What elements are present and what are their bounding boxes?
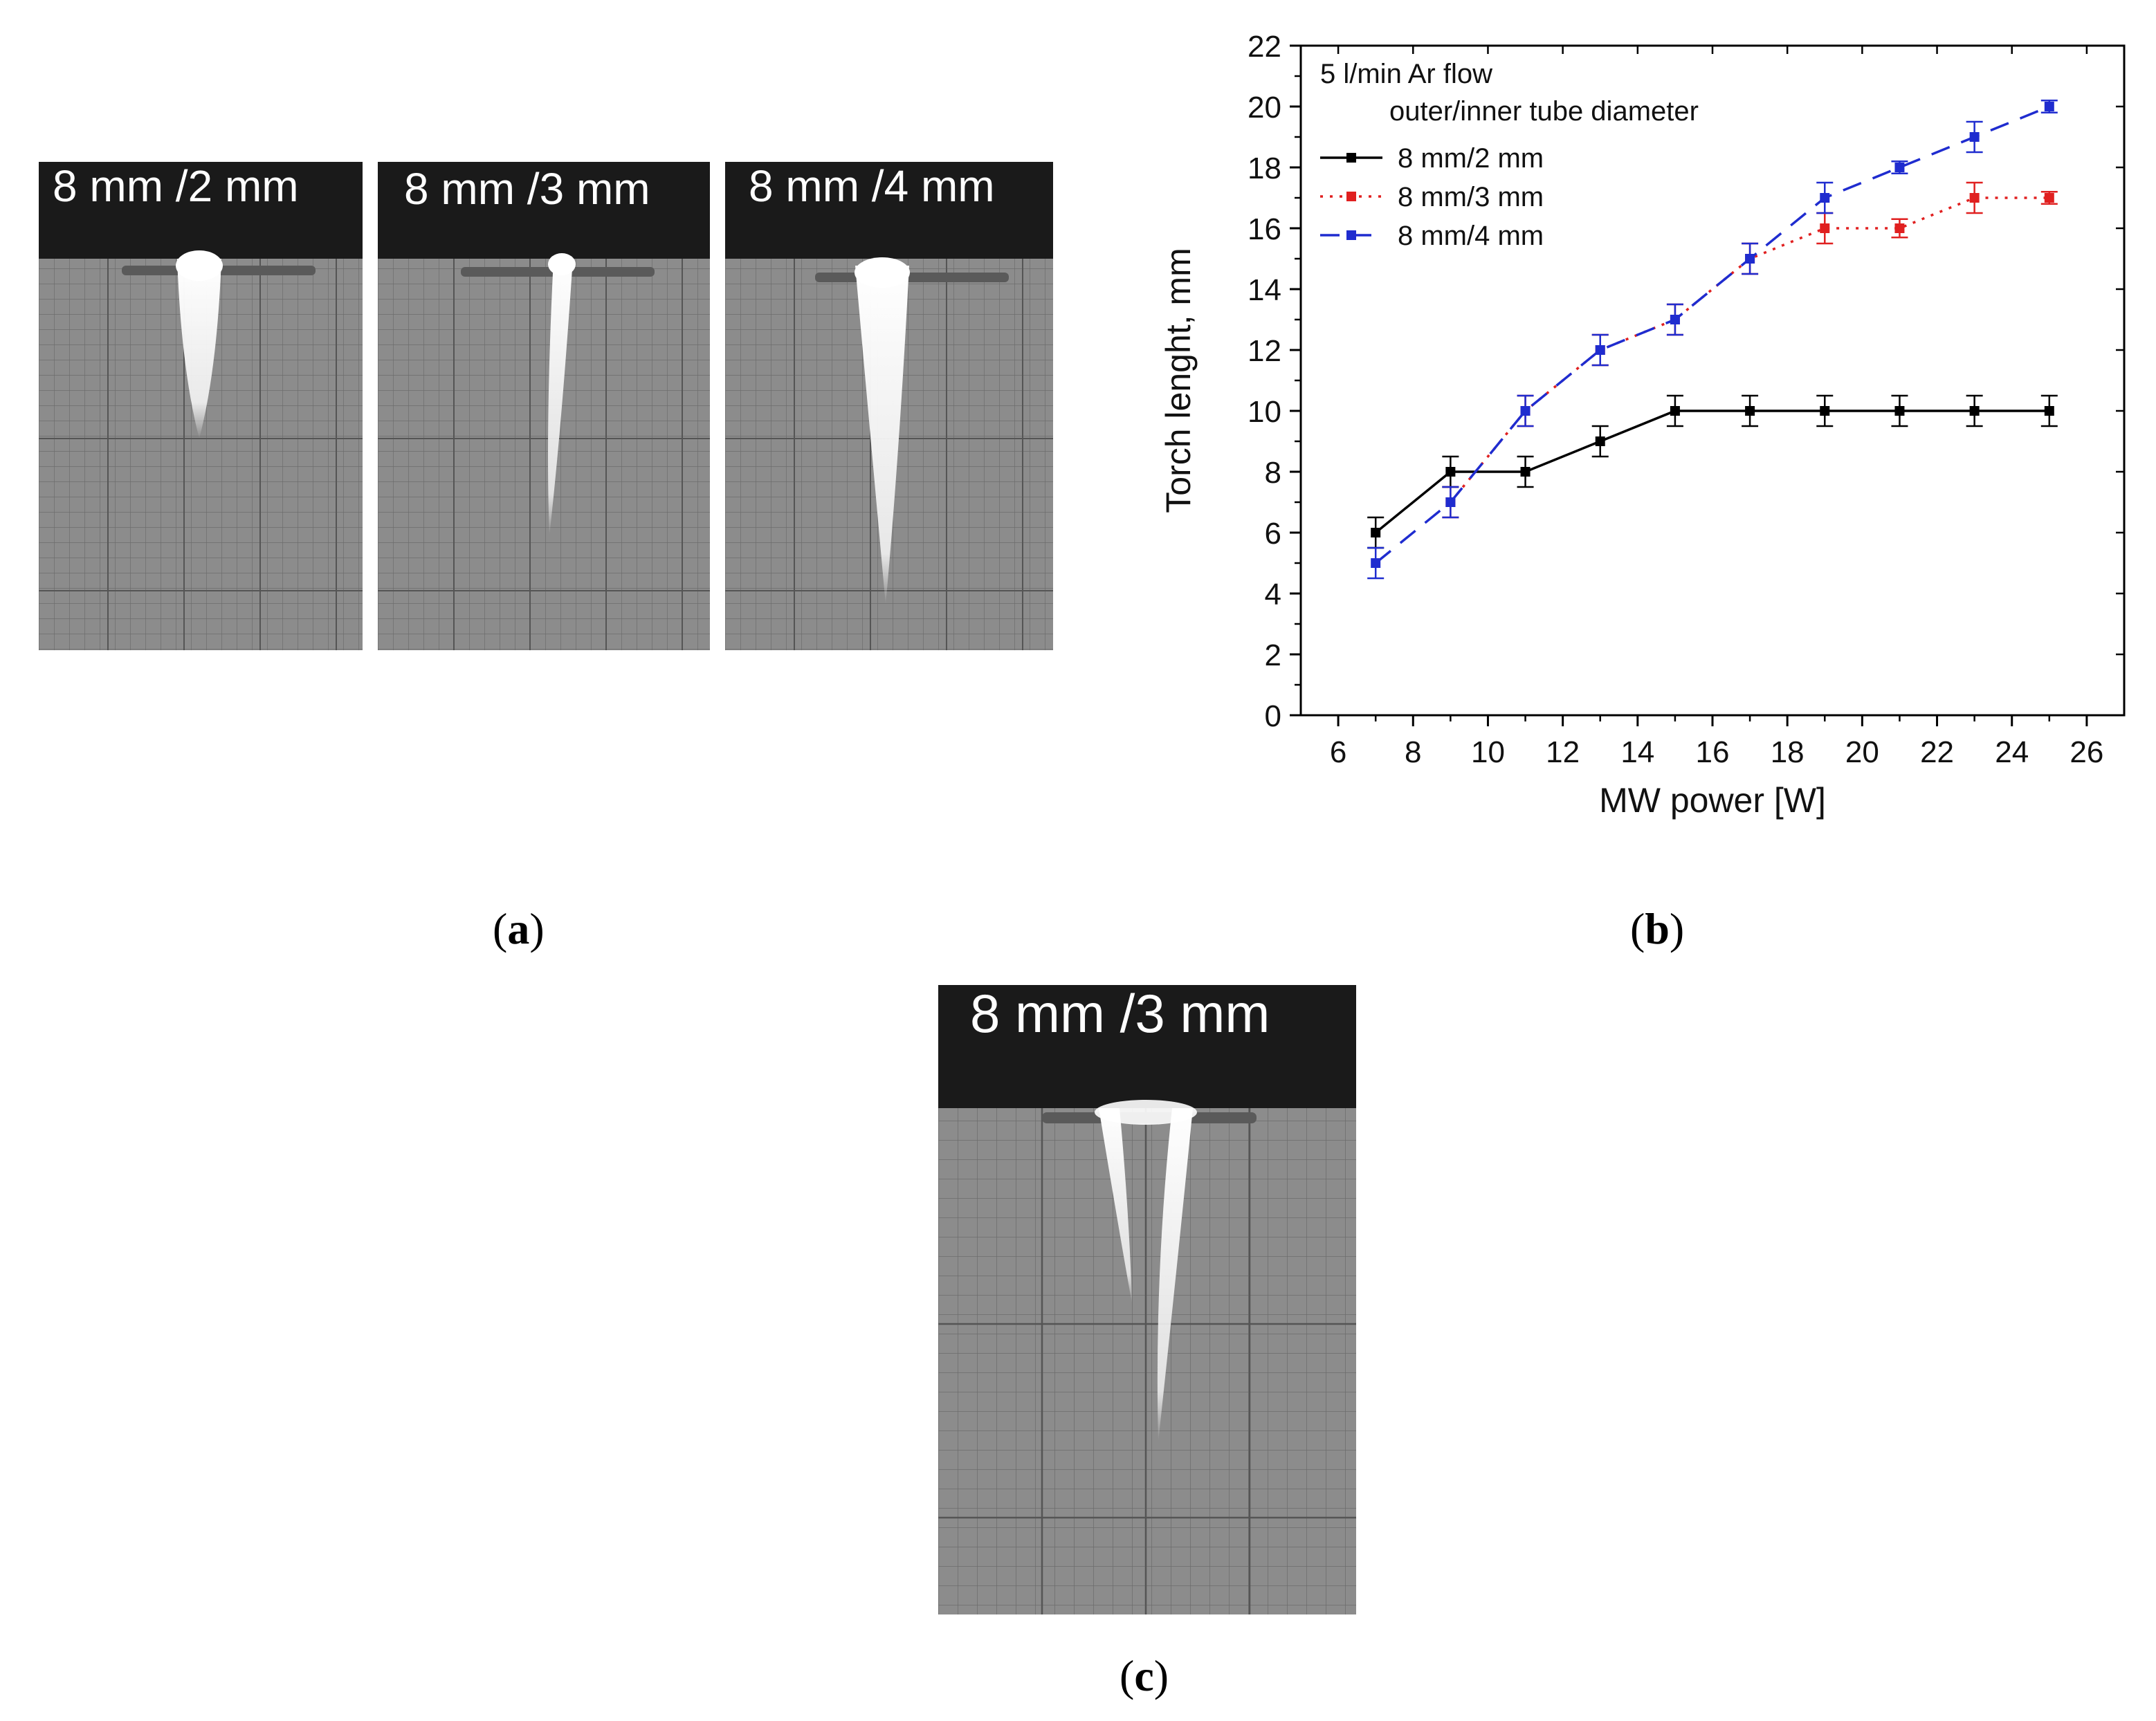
data-point <box>2044 406 2054 416</box>
data-point <box>1894 163 1905 172</box>
y-axis-label: Torch lenght, mm <box>1159 248 1198 513</box>
x-tick-label: 14 <box>1620 735 1654 769</box>
data-point <box>1820 193 1830 203</box>
torch-length-chart: 6 8 10 12 14 16 18 20 22 24 260246810121416182022 … <box>1159 30 2126 820</box>
legend-title: 5 l/min Ar flow <box>1320 59 1492 89</box>
x-tick-label: 26 <box>2070 735 2103 769</box>
data-point <box>1745 406 1755 416</box>
photo-a-2-label: 8 mm /3 mm <box>404 164 650 214</box>
data-point <box>1969 406 1980 416</box>
plasma-photo-image <box>39 162 363 650</box>
photo-c: 8 mm /3 mm <box>938 985 1356 1614</box>
x-axis-label: MW power [W] <box>1599 781 1826 820</box>
data-point <box>1894 406 1905 416</box>
photo-a-1: 8 mm /2 mm <box>39 162 363 650</box>
x-tick-label: 18 <box>1771 735 1805 769</box>
data-point <box>1445 467 1456 477</box>
data-point <box>1445 497 1456 507</box>
y-tick-label: 12 <box>1248 334 1281 368</box>
legend-label: 8 mm/2 mm <box>1398 143 1544 174</box>
data-point <box>1520 406 1531 416</box>
photo-a-2: 8 mm /3 mm <box>378 162 710 650</box>
caption-c: (c) <box>1120 1651 1169 1700</box>
photo-a-3-label: 8 mm /4 mm <box>749 162 995 211</box>
legend-subtitle: outer/inner tube diameter <box>1389 96 1699 127</box>
legend-marker <box>1346 230 1356 240</box>
y-tick-label: 2 <box>1265 638 1281 672</box>
x-tick-label: 24 <box>1995 735 2029 769</box>
data-point <box>1820 406 1830 416</box>
series-line <box>1450 196 2049 504</box>
data-point <box>1520 467 1531 477</box>
y-tick-label: 0 <box>1265 699 1281 733</box>
data-point <box>1969 132 1980 142</box>
series-1 <box>1367 394 2058 549</box>
data-point <box>1670 315 1680 324</box>
data-point <box>1371 528 1381 537</box>
y-tick-label: 8 <box>1265 456 1281 490</box>
data-point <box>1745 254 1755 264</box>
photo-a-3: 8 mm /4 mm <box>725 162 1053 650</box>
y-tick-label: 6 <box>1265 517 1281 551</box>
plasma-photo-image <box>938 985 1356 1614</box>
y-tick-label: 18 <box>1248 151 1281 185</box>
data-point <box>2044 193 2054 203</box>
x-tick-label: 20 <box>1845 735 1879 769</box>
x-tick-label: 12 <box>1546 735 1580 769</box>
series-line <box>1375 409 2049 534</box>
x-tick-label: 10 <box>1471 735 1505 769</box>
data-point <box>1820 223 1830 233</box>
photo-c-label: 8 mm /3 mm <box>970 985 1270 1044</box>
y-tick-label: 22 <box>1248 30 1281 64</box>
plasma-photo-image <box>378 162 710 650</box>
legend-marker <box>1346 153 1356 163</box>
x-tick-label: 16 <box>1696 735 1730 769</box>
legend-marker <box>1346 192 1356 201</box>
plasma-photo-image <box>725 162 1053 650</box>
data-point <box>1894 223 1905 233</box>
y-tick-label: 14 <box>1248 273 1281 307</box>
data-point <box>1595 436 1605 446</box>
series-3 <box>1367 99 2058 580</box>
caption-a: (a) <box>493 904 545 953</box>
data-point <box>1595 345 1605 355</box>
legend-label: 8 mm/4 mm <box>1398 221 1544 251</box>
legend-label: 8 mm/3 mm <box>1398 182 1544 212</box>
data-point <box>1969 193 1980 203</box>
x-tick-label: 6 <box>1330 735 1346 769</box>
data-point <box>1371 558 1381 568</box>
series-line <box>1375 105 2050 564</box>
x-tick-label: 8 <box>1405 735 1421 769</box>
data-point <box>2044 102 2054 111</box>
y-tick-label: 16 <box>1248 212 1281 246</box>
x-tick-label: 22 <box>1920 735 1954 769</box>
photo-a-1-label: 8 mm /2 mm <box>53 162 299 211</box>
y-tick-label: 20 <box>1248 91 1281 125</box>
y-tick-label: 10 <box>1248 395 1281 429</box>
caption-b: (b) <box>1630 904 1685 953</box>
y-tick-label: 4 <box>1265 578 1281 611</box>
data-point <box>1670 406 1680 416</box>
